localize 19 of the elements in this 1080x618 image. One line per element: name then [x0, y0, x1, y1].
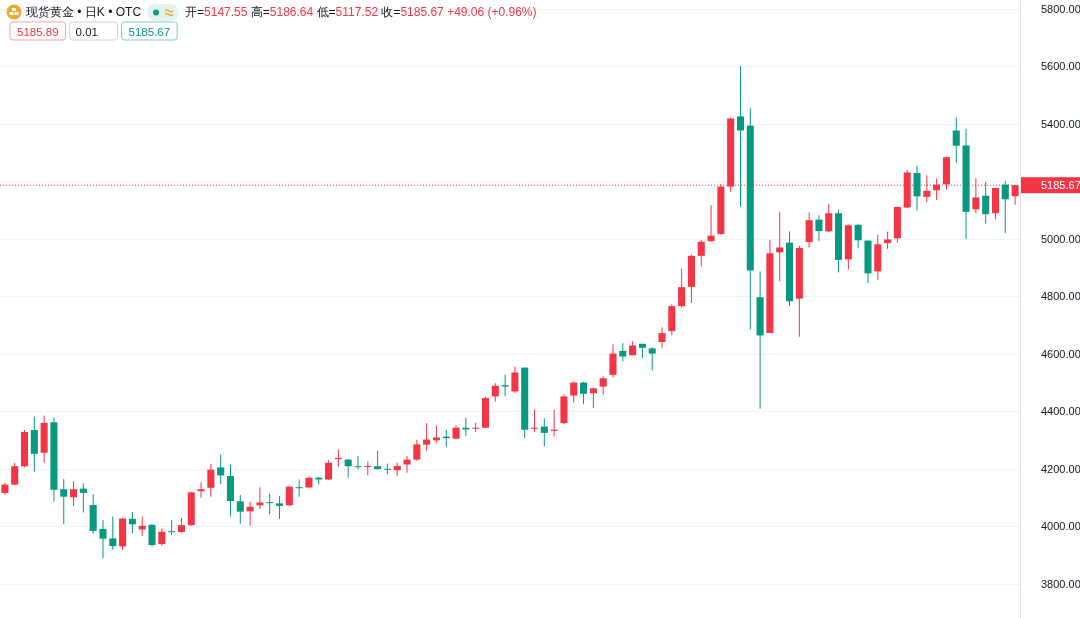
ref-line-label: 5185.67	[1021, 177, 1080, 194]
annotation: 0.01	[69, 21, 119, 41]
y-tick-label: 3800.00	[1041, 577, 1080, 590]
y-tick-label: 5800.00	[1041, 2, 1080, 15]
y-tick-label: 4800.00	[1041, 290, 1080, 303]
title: 现货黄金 • 日K • OTC	[26, 5, 142, 19]
annotation: 5185.89	[17, 25, 59, 38]
ref-line-label: 5185.67	[1041, 179, 1080, 192]
annotation: 5185.67	[121, 21, 178, 41]
annotation: 0.01	[75, 25, 98, 38]
y-tick-label: 5000.00	[1041, 232, 1080, 245]
y-tick-label: 4600.00	[1041, 347, 1080, 360]
y-tick-label: 5400.00	[1041, 117, 1080, 130]
y-tick-label: 4000.00	[1041, 520, 1080, 532]
annotation: 5185.89	[9, 21, 67, 41]
subtitle: 开=5147.55 高=5186.64 低=5117.52 收=5185.67 +49.06 (+0.96%)	[185, 5, 537, 19]
y-tick-label: 5600.00	[1041, 60, 1080, 73]
y-tick-label: 4400.00	[1041, 405, 1080, 418]
y-tick-label: 4200.00	[1041, 462, 1080, 475]
